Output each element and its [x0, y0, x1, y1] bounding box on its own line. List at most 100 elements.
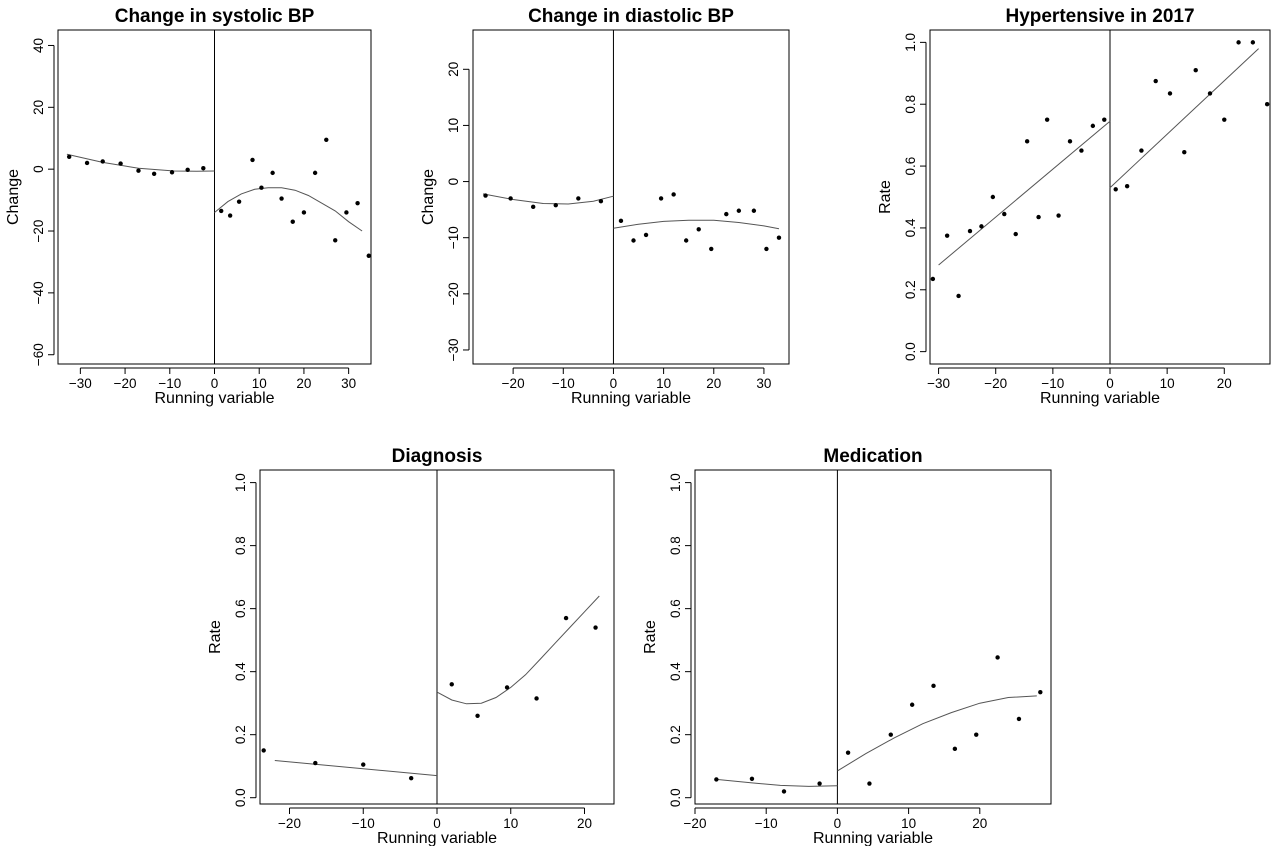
y-axis-label: Rate	[207, 620, 224, 654]
data-point	[1153, 78, 1158, 84]
y-tick-label: −40	[31, 281, 46, 304]
fit-curve-right	[1109, 48, 1259, 189]
chart-title: Medication	[823, 446, 922, 467]
x-tick-label: 10	[252, 376, 267, 391]
x-tick-label: −10	[1041, 376, 1064, 391]
data-point	[714, 777, 719, 782]
data-point	[324, 137, 329, 142]
panel-medication: Medication Running variable Rate −20 −10 0…	[642, 446, 1052, 846]
data-point	[845, 750, 851, 755]
data-point	[1182, 149, 1187, 155]
data-point	[66, 154, 72, 159]
data-point	[631, 238, 636, 243]
data-point	[967, 228, 973, 234]
data-point	[270, 170, 275, 176]
data-point	[290, 219, 295, 224]
x-axis-label: Running variable	[377, 830, 497, 846]
data-point	[185, 167, 190, 172]
data-point	[888, 732, 893, 737]
x-tick-label: −10	[352, 816, 375, 831]
data-point	[279, 196, 284, 201]
plot-frame	[929, 29, 1271, 365]
data-point	[449, 682, 454, 687]
data-point	[151, 171, 157, 177]
fit-curve-left	[274, 760, 438, 777]
data-point	[1002, 211, 1007, 217]
data-point	[344, 210, 349, 215]
y-tick-label: 40	[31, 38, 46, 53]
x-tick-label: −20	[502, 376, 525, 391]
data-point	[475, 713, 480, 718]
x-tick-label: −30	[69, 376, 92, 391]
y-tick-label: 0.0	[668, 788, 683, 807]
data-point	[776, 235, 782, 240]
data-point	[1067, 139, 1073, 144]
y-tick-label: 0.6	[233, 599, 248, 618]
data-point	[930, 276, 936, 282]
data-point	[313, 760, 318, 766]
y-tick-label: 0.2	[668, 725, 683, 744]
y-tick-label: −30	[446, 339, 461, 362]
data-point	[553, 202, 558, 208]
y-tick-label: 0.8	[903, 95, 918, 114]
y-axis-label: Rate	[642, 620, 659, 654]
data-point	[227, 213, 233, 218]
data-point	[1024, 139, 1030, 144]
panel-hypertensive-2017: Hypertensive in 2017 Running variable Ra…	[877, 6, 1271, 407]
y-tick-label: 0.4	[903, 218, 918, 237]
data-point	[724, 211, 729, 217]
data-point	[1167, 91, 1173, 96]
data-point	[1038, 689, 1043, 695]
panel-diagnosis: Diagnosis Running variable Rate −20 −10 0 1…	[207, 446, 615, 846]
panel-diastolic-bp: Change in diastolic BP Running variable …	[420, 6, 790, 407]
y-tick-label: 20	[446, 62, 461, 77]
data-point	[1090, 123, 1096, 129]
chart-title: Hypertensive in 2017	[1005, 6, 1194, 27]
data-point	[1044, 117, 1050, 122]
x-tick-label: 0	[1106, 376, 1114, 391]
y-tick-label: 1.0	[903, 33, 918, 52]
data-point	[764, 246, 769, 252]
y-tick-label: 0.0	[233, 788, 248, 807]
data-point	[333, 238, 338, 243]
y-tick-label: 0.8	[668, 536, 683, 555]
y-axis-label: Rate	[877, 180, 894, 214]
data-point	[1113, 187, 1118, 192]
data-point	[236, 199, 242, 204]
data-point	[169, 170, 175, 175]
plot-frame	[472, 29, 790, 365]
data-point	[504, 685, 510, 690]
data-point	[736, 208, 742, 213]
plot-frame	[694, 469, 1052, 805]
x-tick-label: 20	[577, 816, 592, 831]
x-tick-label: −10	[552, 376, 575, 391]
y-tick-label: 10	[446, 118, 461, 133]
x-tick-label: 0	[433, 816, 441, 831]
y-tick-label: 0.0	[903, 342, 918, 361]
data-point	[1016, 716, 1022, 722]
fit-curve-right	[613, 219, 780, 230]
data-point	[867, 781, 872, 786]
y-tick-label: 0.2	[233, 725, 248, 744]
fit-curve-left	[482, 193, 614, 205]
y-tick-label: 0.4	[233, 662, 248, 681]
data-point	[618, 218, 624, 224]
data-point	[598, 199, 604, 204]
x-tick-label: −10	[755, 816, 778, 831]
y-tick-label: 0	[446, 178, 461, 186]
y-tick-label: 1.0	[668, 473, 683, 492]
fit-curve-left	[716, 778, 838, 787]
data-point	[508, 196, 513, 201]
x-tick-label: 10	[656, 376, 671, 391]
x-tick-label: 20	[972, 816, 987, 831]
data-point	[1264, 102, 1270, 107]
data-point	[1036, 214, 1041, 220]
chart-title: Change in diastolic BP	[528, 6, 734, 27]
x-tick-label: 10	[503, 816, 518, 831]
x-tick-label: −20	[114, 376, 137, 391]
x-tick-label: −10	[158, 376, 181, 391]
data-point	[1139, 148, 1144, 153]
data-point	[952, 746, 958, 752]
y-axis-label: Change	[420, 169, 437, 225]
